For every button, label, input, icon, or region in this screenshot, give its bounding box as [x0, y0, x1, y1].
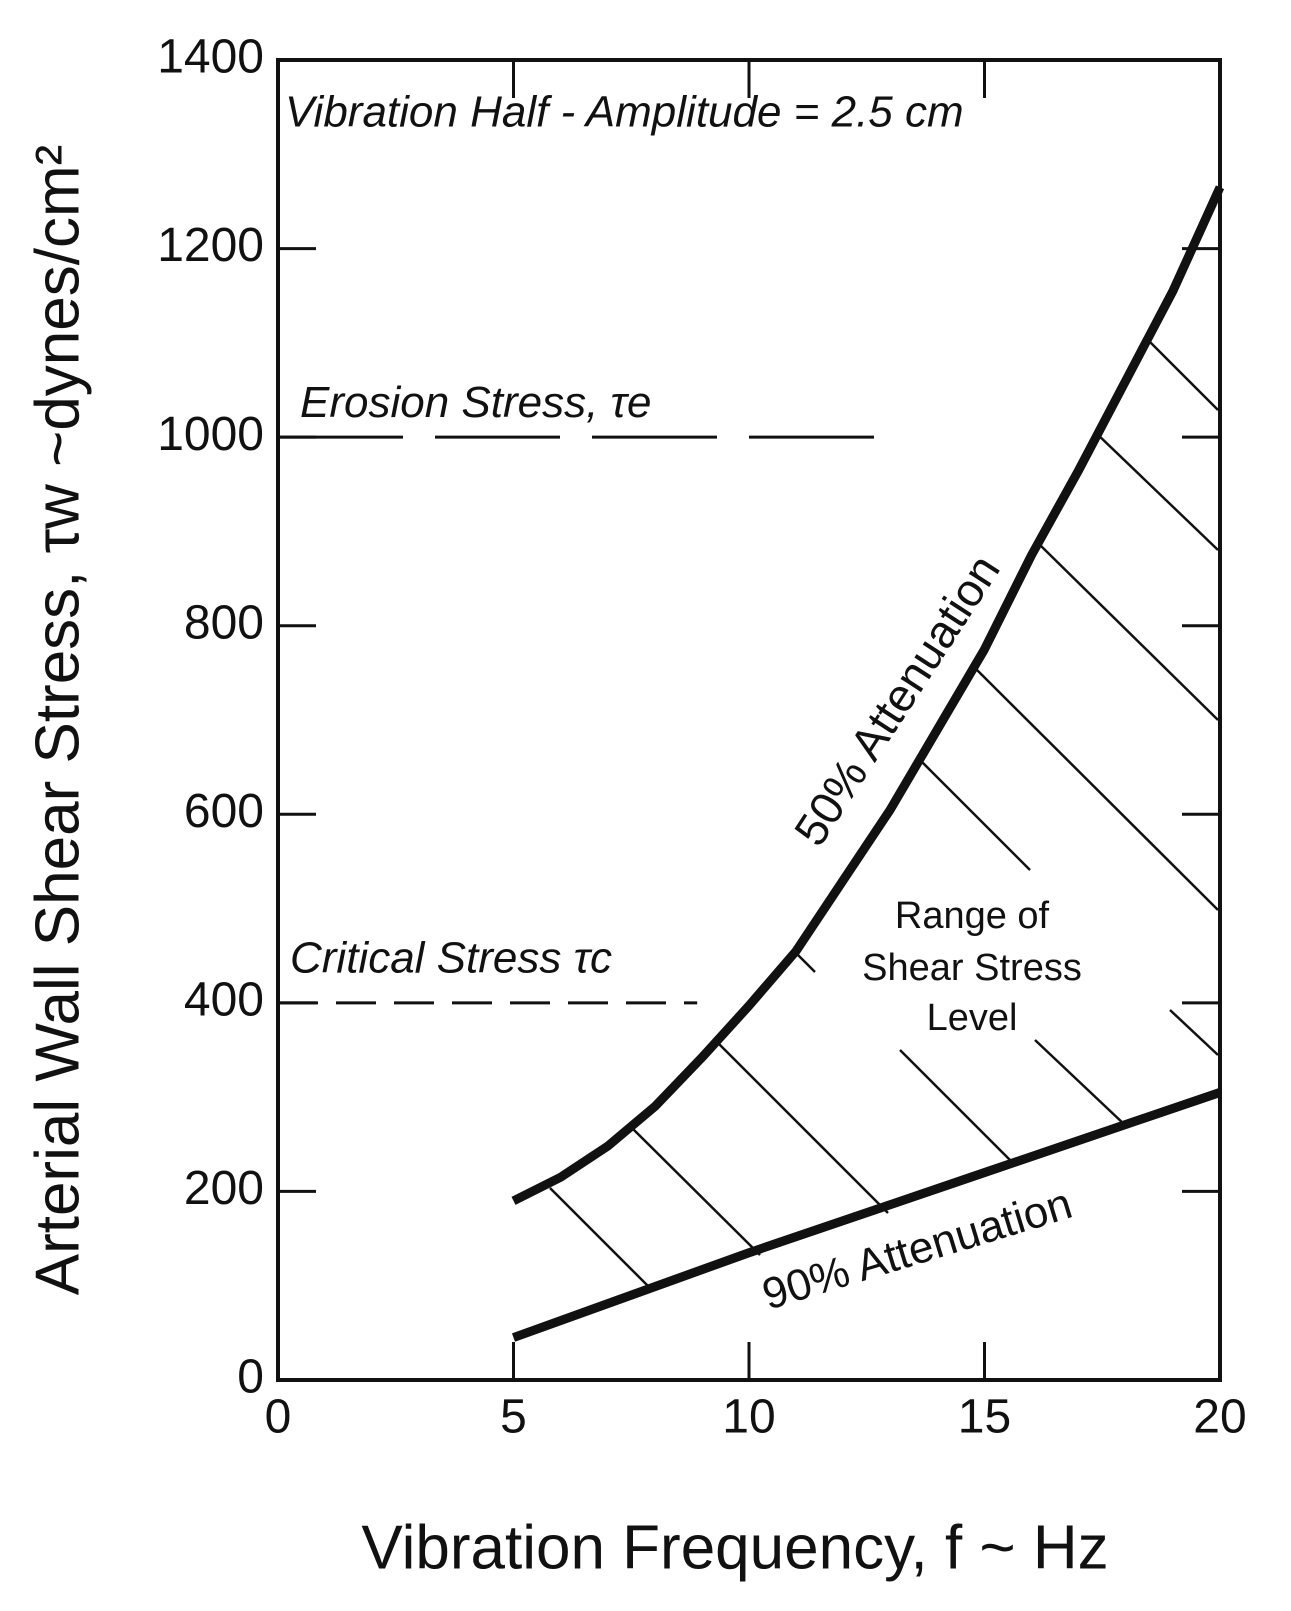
x-tick-label: 20: [1193, 1391, 1246, 1444]
region-label: Level: [927, 997, 1018, 1039]
annotation: Vibration Half - Amplitude = 2.5 cm: [285, 88, 964, 137]
series-line: [511, 185, 1225, 1205]
hatching: [549, 339, 1219, 1291]
hatch-line: [1039, 544, 1219, 721]
y-tick-label: 200: [184, 1162, 264, 1215]
series-label: 50% Attenuation: [784, 545, 1010, 854]
y-tick-label: 800: [184, 596, 264, 649]
hatch-line: [1147, 339, 1219, 411]
y-tick-label: 1000: [157, 408, 264, 461]
plot-frame: [276, 58, 1222, 1382]
y-axis-title: Arterial Wall Shear Stress, τw ~dynes/cm…: [23, 145, 92, 1296]
hatch-line: [631, 1127, 761, 1256]
series-line: [511, 1088, 1222, 1342]
hatch-line: [974, 667, 1219, 911]
x-tick-label: 10: [722, 1391, 775, 1444]
y-tick-label: 1200: [157, 219, 264, 272]
reference-label: Critical Stress τc: [290, 933, 612, 982]
x-axis-title: Vibration Frequency, f ~ Hz: [361, 1513, 1108, 1582]
y-tick-label: 0: [237, 1351, 264, 1404]
y-tick-label: 1400: [157, 31, 264, 84]
hatch-line: [899, 1049, 1016, 1166]
y-tick-label: 400: [184, 974, 264, 1027]
region-label: Shear Stress: [862, 947, 1082, 989]
hatch-line: [717, 1042, 889, 1214]
region-label: Range of: [895, 895, 1050, 937]
hatch-line: [1034, 1039, 1126, 1126]
x-tick-label: 0: [265, 1391, 292, 1444]
hatch-line: [919, 759, 1031, 871]
hatch-line: [549, 1187, 653, 1291]
x-tick-label: 5: [500, 1391, 527, 1444]
reference-label: Erosion Stress, τe: [300, 378, 651, 427]
hatch-line: [1094, 431, 1219, 551]
y-tick-label: 600: [184, 785, 264, 838]
hatch-line: [1169, 1009, 1219, 1056]
x-tick-label: 15: [958, 1391, 1011, 1444]
